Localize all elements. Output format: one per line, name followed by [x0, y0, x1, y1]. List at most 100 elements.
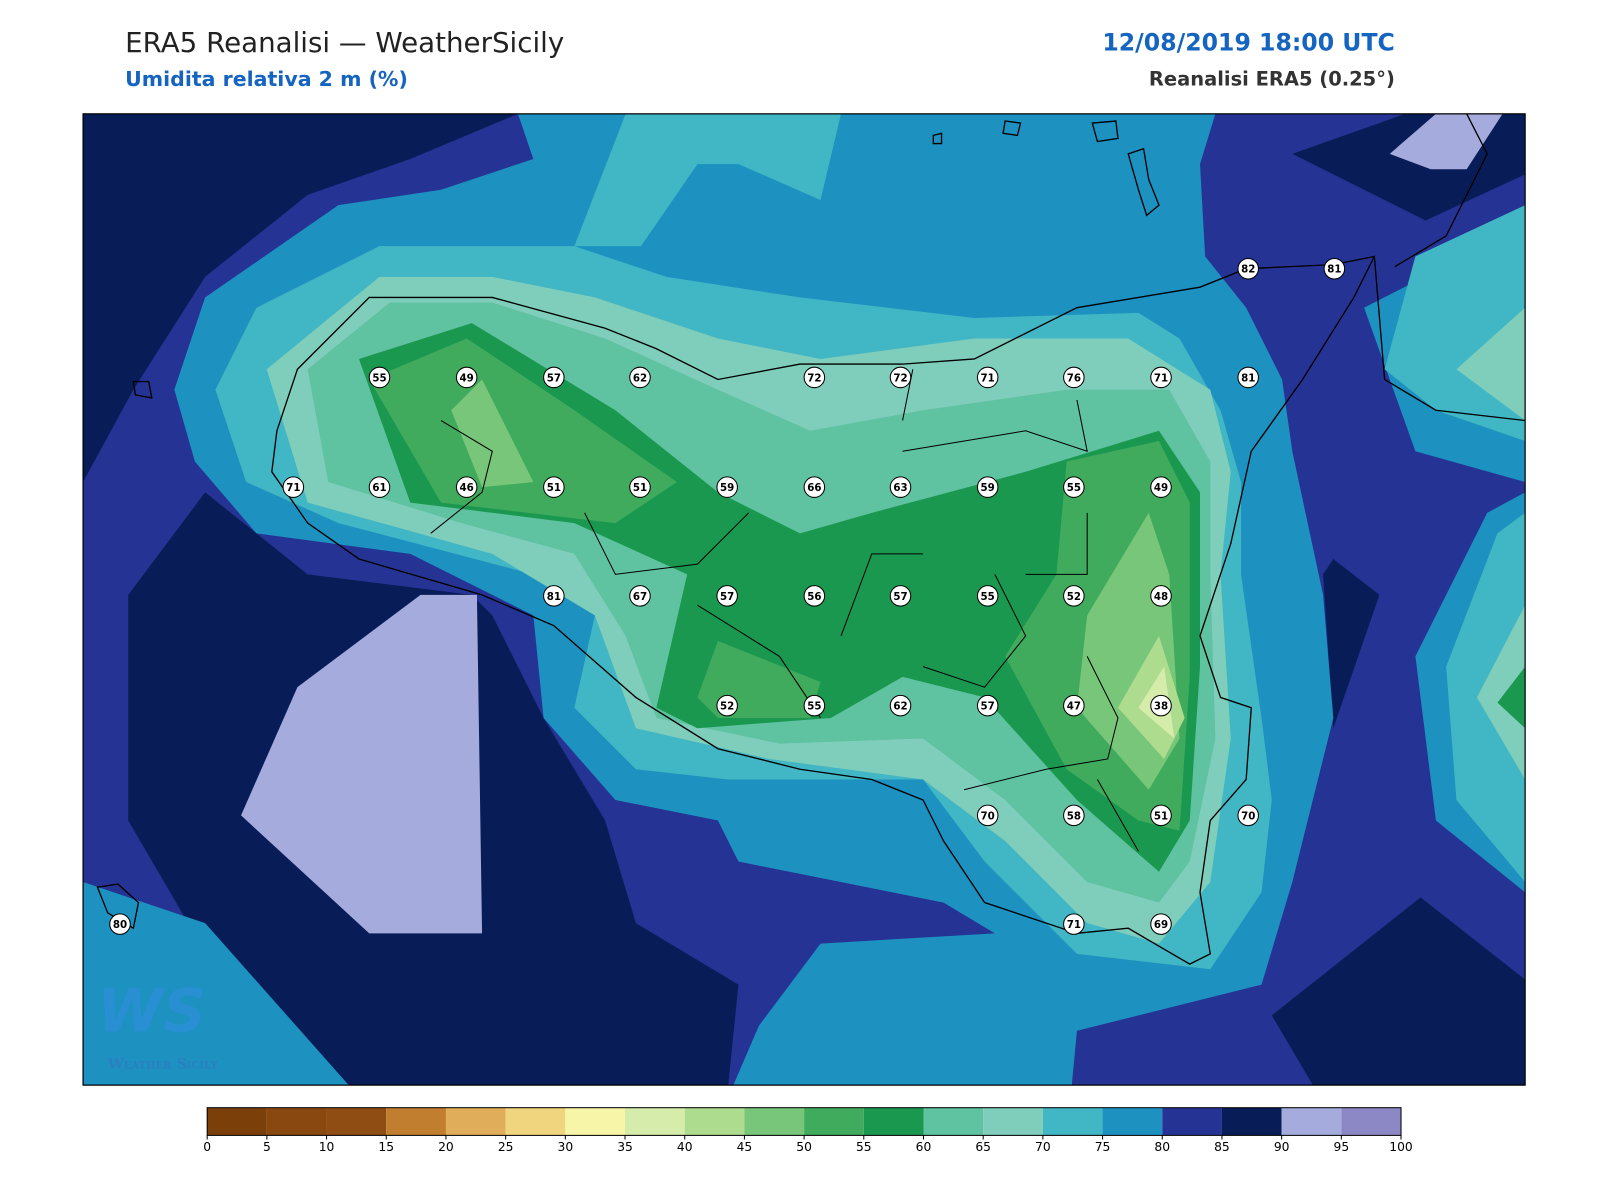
station-value: 51	[1154, 810, 1168, 822]
station-marker	[976, 804, 999, 827]
station-marker	[889, 694, 912, 717]
colorbar-tick-label: 45	[737, 1140, 753, 1154]
colorbar-swatch	[983, 1107, 1043, 1136]
colorbar-swatch	[625, 1107, 685, 1136]
colorbar-tick-label: 60	[916, 1140, 932, 1154]
station-marker	[368, 476, 391, 498]
station: 70	[976, 804, 999, 827]
colorbar: 0 5 10 15 20 25 30 35 40 45 50 55 60 65 70 75 80 85 90 95 10…	[203, 1107, 1413, 1154]
station: 51	[629, 476, 651, 498]
station-marker	[976, 694, 999, 717]
station-marker	[629, 476, 651, 498]
colorbar-tick-label: 20	[438, 1140, 454, 1154]
station: 55	[803, 694, 826, 717]
station-marker	[1150, 913, 1172, 935]
station-value: 81	[547, 591, 561, 603]
station-marker	[455, 476, 478, 498]
station-marker	[543, 585, 565, 607]
station-marker	[1150, 804, 1172, 827]
station: 72	[889, 366, 912, 389]
colorbar-swatch	[804, 1107, 864, 1136]
station-value: 62	[893, 701, 907, 713]
station-marker	[1063, 366, 1085, 389]
station-marker	[716, 585, 738, 607]
colorbar-swatch	[1162, 1107, 1222, 1136]
station-marker	[1063, 913, 1085, 935]
colorbar-tick-label: 75	[1095, 1140, 1111, 1154]
station-value: 52	[720, 701, 734, 713]
station: 76	[1063, 366, 1085, 389]
station-value: 76	[1067, 372, 1081, 384]
station: 59	[976, 476, 999, 498]
station-value: 71	[981, 372, 995, 384]
station: 71	[976, 366, 999, 389]
station: 57	[716, 585, 738, 607]
colorbar-swatch	[266, 1107, 327, 1136]
station-value: 81	[1241, 372, 1255, 384]
station-marker	[543, 366, 565, 389]
station-value: 61	[372, 482, 386, 494]
station: 62	[629, 366, 651, 389]
station-value: 49	[460, 372, 474, 384]
colorbar-swatch	[744, 1107, 805, 1136]
station-marker	[976, 366, 999, 389]
station-marker	[803, 694, 826, 717]
station-marker	[1237, 257, 1259, 280]
colorbar-tick-label: 70	[1035, 1140, 1051, 1154]
logo-mark: WS	[97, 977, 205, 1046]
station: 49	[1150, 476, 1172, 498]
station: 80	[109, 913, 131, 935]
station: 63	[889, 476, 912, 498]
station-value: 81	[1327, 264, 1341, 276]
station-marker	[629, 366, 651, 389]
station-marker	[1063, 476, 1085, 498]
colorbar-swatch	[1281, 1107, 1342, 1136]
colorbar-tick-label: 25	[498, 1140, 514, 1154]
station: 57	[543, 366, 565, 389]
station-value: 59	[720, 482, 734, 494]
colorbar-tick-label: 65	[975, 1140, 991, 1154]
station-value: 38	[1154, 701, 1168, 713]
colorbar-tick-label: 95	[1334, 1140, 1350, 1154]
station: 59	[716, 476, 738, 498]
station-value: 55	[372, 372, 386, 384]
station-value: 47	[1067, 701, 1081, 713]
station-value: 59	[981, 482, 995, 494]
colorbar-tick-label: 5	[263, 1140, 271, 1154]
colorbar-swatch	[386, 1107, 446, 1136]
station-marker	[976, 476, 999, 498]
station: 61	[368, 476, 391, 498]
station: 48	[1150, 585, 1172, 607]
station: 51	[543, 476, 565, 498]
station: 46	[455, 476, 478, 498]
station-value: 69	[1154, 919, 1168, 931]
station-value: 55	[1067, 482, 1081, 494]
station-value: 71	[1067, 919, 1081, 931]
logo-text: Weather Sicily	[107, 1057, 219, 1073]
station-marker	[109, 913, 131, 935]
station: 81	[543, 585, 565, 607]
station: 49	[455, 366, 478, 389]
station-marker	[282, 476, 305, 498]
station: 55	[1063, 476, 1085, 498]
station-value: 57	[547, 372, 561, 384]
station-value: 57	[720, 591, 734, 603]
station-marker	[368, 366, 391, 389]
station-value: 58	[1067, 810, 1081, 822]
station: 47	[1063, 694, 1085, 717]
station-marker	[1323, 257, 1346, 280]
station: 81	[1237, 366, 1259, 389]
station-marker	[1150, 694, 1172, 717]
station-value: 72	[893, 372, 907, 384]
station-marker	[803, 585, 826, 607]
station-value: 49	[1154, 482, 1168, 494]
station-value: 48	[1154, 591, 1168, 603]
contour-field	[83, 113, 1526, 1086]
colorbar-swatch	[505, 1107, 566, 1136]
colorbar-swatch	[207, 1107, 267, 1136]
station-marker	[1063, 694, 1085, 717]
station-value: 66	[807, 482, 821, 494]
station-value: 67	[633, 591, 647, 603]
station-value: 70	[981, 810, 995, 822]
